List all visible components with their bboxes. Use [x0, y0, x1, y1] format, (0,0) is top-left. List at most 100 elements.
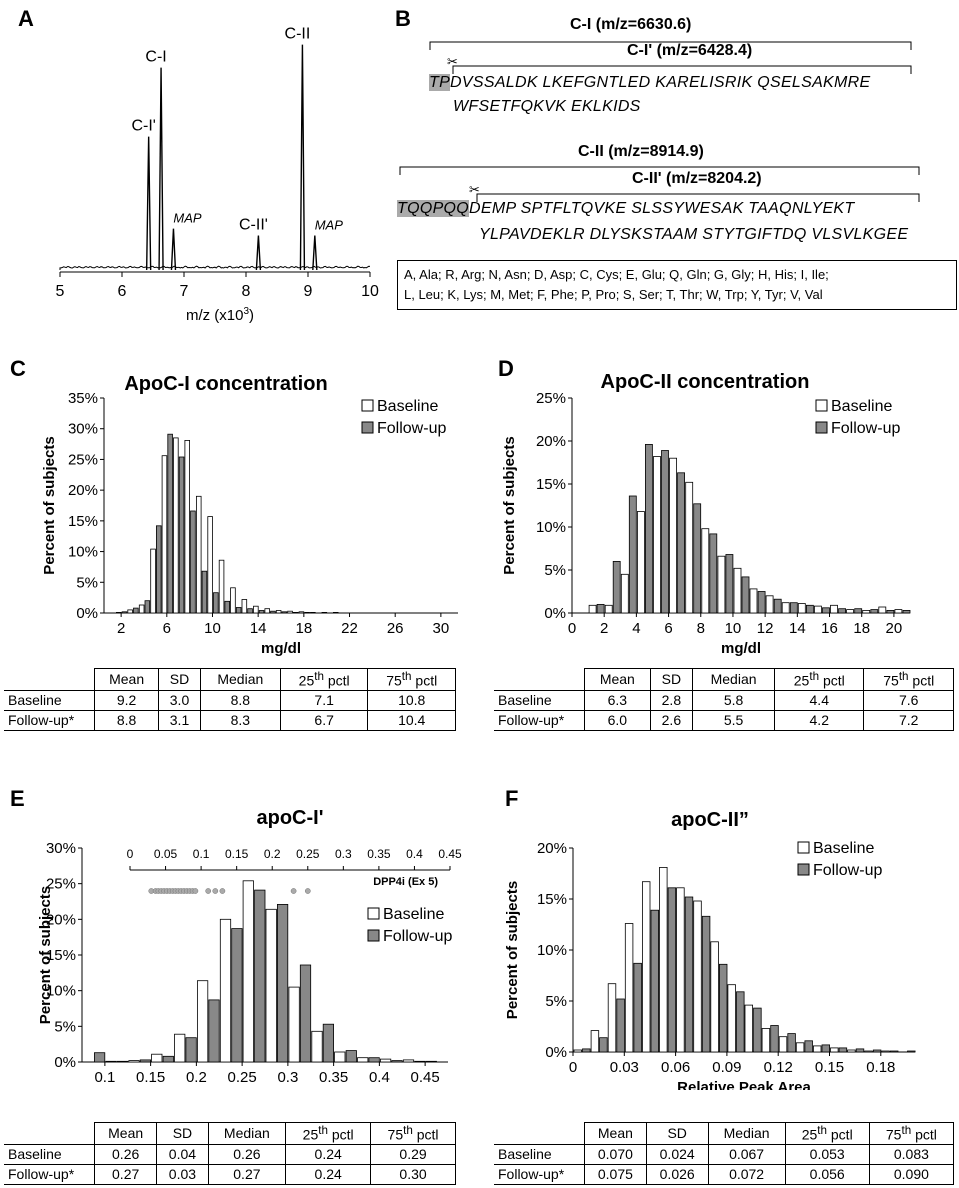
legend-label-baseline: Baseline: [831, 398, 892, 415]
bar-followup: [789, 602, 798, 614]
bar-baseline: [275, 610, 282, 614]
bar-followup: [121, 611, 128, 614]
x-tick-label: 10: [204, 620, 221, 637]
inset-point: [304, 888, 311, 894]
bar-baseline: [116, 611, 122, 614]
bar-followup: [616, 998, 625, 1053]
y-tick-label: 0%: [544, 605, 566, 622]
bar-followup: [872, 1049, 882, 1053]
legend-line1: A, Ala; R, Arg; N, Asn; D, Asp; C, Cys; …: [404, 267, 829, 282]
bar-baseline: [812, 1045, 822, 1053]
panel-label-f: F: [505, 786, 519, 811]
y-tick-label: 25%: [68, 451, 98, 468]
bar-baseline: [797, 603, 806, 614]
bar-followup: [907, 1050, 916, 1053]
bar-followup: [804, 1040, 813, 1053]
y-tick-label: 30%: [46, 840, 76, 857]
stats-table-d: Mean SD Median 25th pctl 75th pctl Baseline 6…: [494, 668, 954, 731]
inset-tick-label: 0: [127, 847, 134, 861]
panel-label-c: C: [10, 356, 26, 381]
x-tick-label: 14: [789, 620, 806, 637]
legend-label-followup: Follow-up: [813, 862, 882, 879]
bar-baseline: [332, 611, 339, 614]
x-tick-label: 6: [163, 620, 171, 637]
x-tick-label: 0.03: [610, 1059, 639, 1076]
bar-baseline: [138, 604, 145, 614]
bar-followup: [693, 503, 702, 614]
bar-followup: [757, 591, 766, 614]
bar-followup: [281, 611, 288, 614]
bar-followup: [247, 608, 253, 614]
inset-tick-label: 0.05: [154, 847, 178, 861]
legend-label-followup: Follow-up: [831, 420, 900, 437]
x-tick-label: 8: [697, 620, 705, 637]
panel-label-b: B: [395, 6, 411, 31]
y-tick-label: 20%: [536, 433, 566, 450]
x-tick-label: 26: [387, 620, 404, 637]
spectrum-peak: [299, 44, 306, 271]
bar-followup: [736, 991, 745, 1053]
y-tick-label: 15%: [536, 476, 566, 493]
ci-cleavage-icon: ✂: [447, 54, 458, 69]
legend-swatch-baseline: [361, 399, 374, 412]
bar-followup: [628, 495, 637, 614]
bar-baseline: [288, 986, 300, 1063]
bar-followup: [190, 510, 196, 614]
y-tick-label: 30%: [68, 421, 98, 438]
x-tick-label: 4: [632, 620, 640, 637]
cii-title: C-II (m/z=8914.9): [578, 143, 704, 160]
chart-title: ApoC-I concentration: [124, 373, 327, 395]
bar-followup: [144, 600, 151, 614]
bar-followup: [414, 1060, 426, 1063]
bar-followup: [213, 592, 219, 614]
row-label-followup: Follow-up*: [4, 709, 95, 731]
x-tick-label: 6: [118, 283, 127, 300]
bar-followup: [231, 928, 243, 1063]
apoc1-concentration-chart: ApoC-I concentration 0% 5% 10% 15% 20% 25% 30% 3…: [41, 373, 458, 657]
header-median: Median: [199, 668, 281, 691]
legend-label-followup: Follow-up: [383, 928, 452, 945]
bar-baseline: [590, 1030, 600, 1053]
bar-followup: [854, 608, 863, 614]
bar-baseline: [287, 610, 293, 614]
ci-sequence-line1: TPDVSSALDK LKEFGNTLED KARELISRIK QSELSAK…: [429, 74, 871, 91]
bar-baseline: [173, 437, 179, 614]
x-tick-label: 0.09: [712, 1059, 741, 1076]
apoc2-concentration-chart: ApoC-II concentration 0% 5% 10% 15% 20% 25% 0 2 4…: [501, 371, 911, 657]
bar-followup: [276, 904, 289, 1063]
bar-baseline: [624, 923, 634, 1053]
ci-cleaved-residues: TP: [429, 74, 451, 91]
bar-followup: [822, 607, 830, 614]
bar-baseline: [195, 495, 202, 614]
header-25th: 25th pctl: [279, 668, 369, 691]
bar-baseline: [847, 1049, 856, 1053]
bar-followup: [133, 607, 139, 614]
cii-prime-bracket: [476, 193, 920, 202]
inset-tick-label: 0.2: [264, 847, 281, 861]
bar-followup: [753, 1007, 762, 1053]
inset-point: [192, 888, 199, 894]
bar-followup: [94, 1052, 106, 1063]
header-mean: Mean: [93, 668, 160, 691]
x-tick-label: 0.1: [94, 1069, 115, 1086]
peak-label: MAP: [315, 218, 344, 233]
bar-baseline: [265, 908, 277, 1063]
x-axis-label: mg/dl: [261, 640, 301, 657]
x-tick-label: 0.4: [369, 1069, 390, 1086]
bar-baseline: [573, 1049, 582, 1053]
bar-followup: [345, 1050, 357, 1063]
bar-baseline: [620, 573, 629, 614]
legend-swatch-followup: [815, 421, 828, 434]
bar-followup: [596, 603, 605, 614]
bar-followup: [870, 609, 879, 614]
bar-baseline: [230, 587, 236, 614]
bar-baseline: [693, 900, 702, 1053]
x-tick-label: 16: [821, 620, 838, 637]
bar-baseline: [588, 604, 597, 614]
bar-baseline: [864, 1050, 873, 1053]
bar-followup: [116, 1060, 129, 1063]
apoc2-double-prime-chart: apoC-II” 0% 5% 10% 15% 20% 0 0.03 0.06 0.09 0.12 0.…: [504, 809, 916, 1090]
x-axis-label: mg/dl: [721, 640, 761, 657]
x-tick-label: 5: [56, 283, 65, 300]
bar-followup: [805, 604, 814, 614]
